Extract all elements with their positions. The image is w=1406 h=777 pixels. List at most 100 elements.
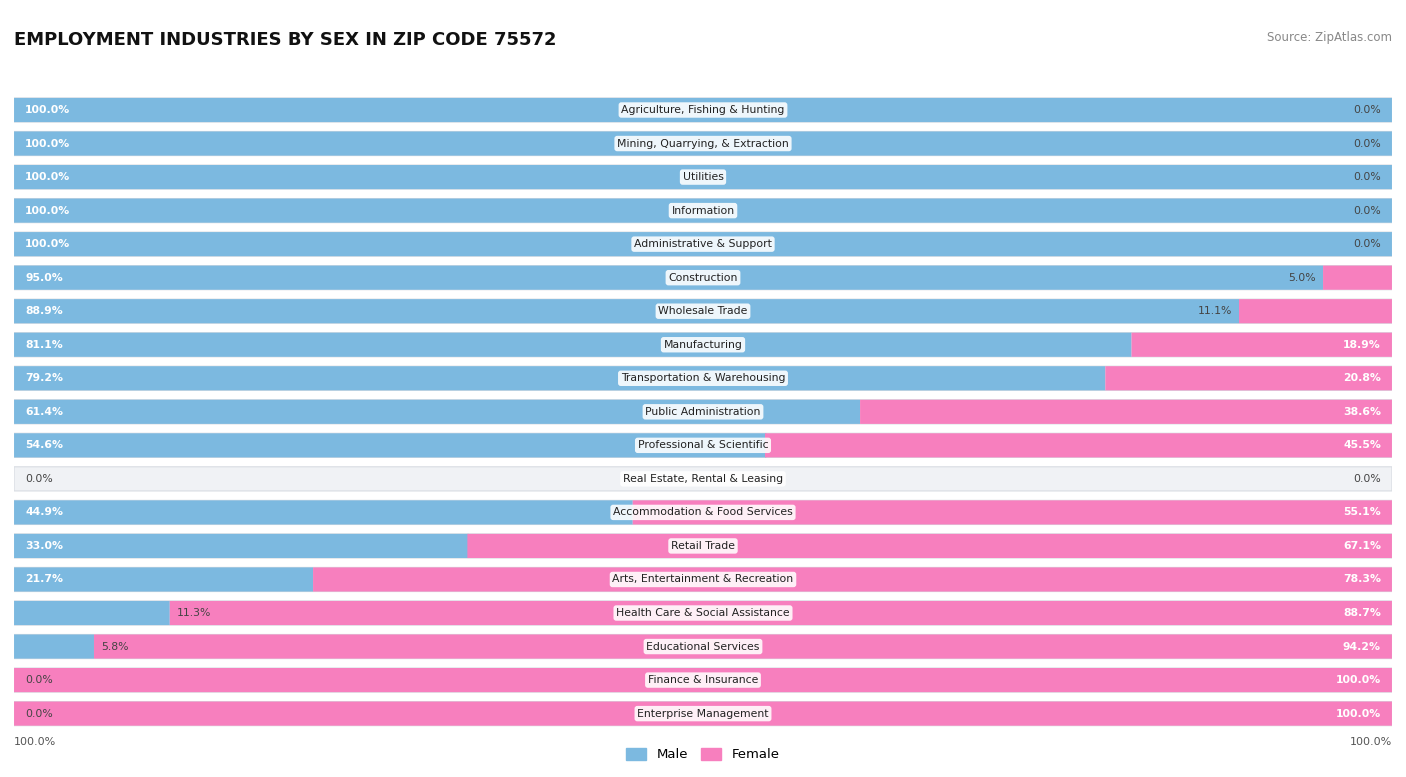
Text: Manufacturing: Manufacturing bbox=[664, 340, 742, 350]
Text: EMPLOYMENT INDUSTRIES BY SEX IN ZIP CODE 75572: EMPLOYMENT INDUSTRIES BY SEX IN ZIP CODE… bbox=[14, 31, 557, 49]
FancyBboxPatch shape bbox=[14, 534, 468, 558]
Text: 100.0%: 100.0% bbox=[14, 737, 56, 747]
FancyBboxPatch shape bbox=[314, 567, 1392, 591]
FancyBboxPatch shape bbox=[14, 333, 1132, 357]
Text: 100.0%: 100.0% bbox=[25, 138, 70, 148]
Text: 20.8%: 20.8% bbox=[1343, 373, 1381, 383]
FancyBboxPatch shape bbox=[14, 635, 94, 659]
FancyBboxPatch shape bbox=[14, 534, 1392, 558]
FancyBboxPatch shape bbox=[14, 165, 1392, 189]
Text: 0.0%: 0.0% bbox=[1353, 239, 1381, 249]
Text: 0.0%: 0.0% bbox=[1353, 474, 1381, 484]
Text: 0.0%: 0.0% bbox=[1353, 138, 1381, 148]
Text: 33.0%: 33.0% bbox=[25, 541, 63, 551]
FancyBboxPatch shape bbox=[14, 266, 1323, 290]
Text: Wholesale Trade: Wholesale Trade bbox=[658, 306, 748, 316]
Text: Health Care & Social Assistance: Health Care & Social Assistance bbox=[616, 608, 790, 618]
FancyBboxPatch shape bbox=[14, 266, 1392, 290]
Text: Transportation & Warehousing: Transportation & Warehousing bbox=[621, 373, 785, 383]
FancyBboxPatch shape bbox=[14, 366, 1392, 390]
Legend: Male, Female: Male, Female bbox=[621, 743, 785, 767]
Text: 100.0%: 100.0% bbox=[1336, 675, 1381, 685]
Text: 55.1%: 55.1% bbox=[1343, 507, 1381, 517]
Text: 61.4%: 61.4% bbox=[25, 407, 63, 416]
FancyBboxPatch shape bbox=[14, 232, 1392, 256]
FancyBboxPatch shape bbox=[14, 434, 1392, 458]
Text: 0.0%: 0.0% bbox=[25, 709, 53, 719]
Text: 54.6%: 54.6% bbox=[25, 441, 63, 451]
FancyBboxPatch shape bbox=[1132, 333, 1392, 357]
Text: Public Administration: Public Administration bbox=[645, 407, 761, 416]
FancyBboxPatch shape bbox=[14, 131, 1392, 155]
Text: 100.0%: 100.0% bbox=[1350, 737, 1392, 747]
FancyBboxPatch shape bbox=[14, 500, 1392, 524]
Text: 0.0%: 0.0% bbox=[25, 675, 53, 685]
Text: 100.0%: 100.0% bbox=[25, 172, 70, 182]
Text: 100.0%: 100.0% bbox=[1336, 709, 1381, 719]
FancyBboxPatch shape bbox=[14, 601, 1392, 625]
Text: 0.0%: 0.0% bbox=[25, 474, 53, 484]
FancyBboxPatch shape bbox=[1323, 266, 1392, 290]
Text: Construction: Construction bbox=[668, 273, 738, 283]
FancyBboxPatch shape bbox=[14, 668, 1392, 692]
FancyBboxPatch shape bbox=[14, 434, 766, 458]
FancyBboxPatch shape bbox=[14, 467, 1392, 491]
Text: 78.3%: 78.3% bbox=[1343, 574, 1381, 584]
Text: Educational Services: Educational Services bbox=[647, 642, 759, 652]
FancyBboxPatch shape bbox=[1239, 299, 1392, 323]
FancyBboxPatch shape bbox=[14, 333, 1392, 357]
FancyBboxPatch shape bbox=[94, 635, 1392, 659]
FancyBboxPatch shape bbox=[633, 500, 1392, 524]
Text: Real Estate, Rental & Leasing: Real Estate, Rental & Leasing bbox=[623, 474, 783, 484]
FancyBboxPatch shape bbox=[14, 199, 1392, 223]
Text: 100.0%: 100.0% bbox=[25, 239, 70, 249]
FancyBboxPatch shape bbox=[14, 702, 1392, 726]
FancyBboxPatch shape bbox=[860, 399, 1392, 424]
Text: Enterprise Management: Enterprise Management bbox=[637, 709, 769, 719]
FancyBboxPatch shape bbox=[14, 567, 1392, 591]
Text: 100.0%: 100.0% bbox=[25, 206, 70, 215]
Text: 44.9%: 44.9% bbox=[25, 507, 63, 517]
Text: 67.1%: 67.1% bbox=[1343, 541, 1381, 551]
Text: Finance & Insurance: Finance & Insurance bbox=[648, 675, 758, 685]
Text: 45.5%: 45.5% bbox=[1343, 441, 1381, 451]
Text: Source: ZipAtlas.com: Source: ZipAtlas.com bbox=[1267, 31, 1392, 44]
FancyBboxPatch shape bbox=[14, 232, 1392, 256]
FancyBboxPatch shape bbox=[14, 165, 1392, 189]
FancyBboxPatch shape bbox=[14, 500, 633, 524]
Text: 79.2%: 79.2% bbox=[25, 373, 63, 383]
Text: 81.1%: 81.1% bbox=[25, 340, 63, 350]
FancyBboxPatch shape bbox=[14, 199, 1392, 223]
Text: Utilities: Utilities bbox=[682, 172, 724, 182]
FancyBboxPatch shape bbox=[14, 366, 1105, 390]
Text: Information: Information bbox=[672, 206, 734, 215]
Text: 95.0%: 95.0% bbox=[25, 273, 63, 283]
FancyBboxPatch shape bbox=[14, 131, 1392, 155]
FancyBboxPatch shape bbox=[14, 399, 1392, 424]
FancyBboxPatch shape bbox=[14, 98, 1392, 122]
Text: 11.3%: 11.3% bbox=[177, 608, 211, 618]
Text: 5.8%: 5.8% bbox=[101, 642, 128, 652]
Text: Accommodation & Food Services: Accommodation & Food Services bbox=[613, 507, 793, 517]
FancyBboxPatch shape bbox=[14, 299, 1392, 323]
Text: 100.0%: 100.0% bbox=[25, 105, 70, 115]
Text: 88.7%: 88.7% bbox=[1343, 608, 1381, 618]
Text: Arts, Entertainment & Recreation: Arts, Entertainment & Recreation bbox=[613, 574, 793, 584]
FancyBboxPatch shape bbox=[14, 635, 1392, 659]
FancyBboxPatch shape bbox=[14, 668, 1392, 692]
Text: Professional & Scientific: Professional & Scientific bbox=[638, 441, 768, 451]
Text: 18.9%: 18.9% bbox=[1343, 340, 1381, 350]
Text: 88.9%: 88.9% bbox=[25, 306, 63, 316]
Text: Retail Trade: Retail Trade bbox=[671, 541, 735, 551]
FancyBboxPatch shape bbox=[14, 399, 860, 424]
FancyBboxPatch shape bbox=[170, 601, 1392, 625]
FancyBboxPatch shape bbox=[14, 98, 1392, 122]
Text: 38.6%: 38.6% bbox=[1343, 407, 1381, 416]
FancyBboxPatch shape bbox=[14, 567, 314, 591]
Text: 0.0%: 0.0% bbox=[1353, 105, 1381, 115]
Text: Agriculture, Fishing & Hunting: Agriculture, Fishing & Hunting bbox=[621, 105, 785, 115]
Text: Mining, Quarrying, & Extraction: Mining, Quarrying, & Extraction bbox=[617, 138, 789, 148]
Text: 5.0%: 5.0% bbox=[1288, 273, 1316, 283]
FancyBboxPatch shape bbox=[14, 299, 1239, 323]
FancyBboxPatch shape bbox=[14, 601, 170, 625]
